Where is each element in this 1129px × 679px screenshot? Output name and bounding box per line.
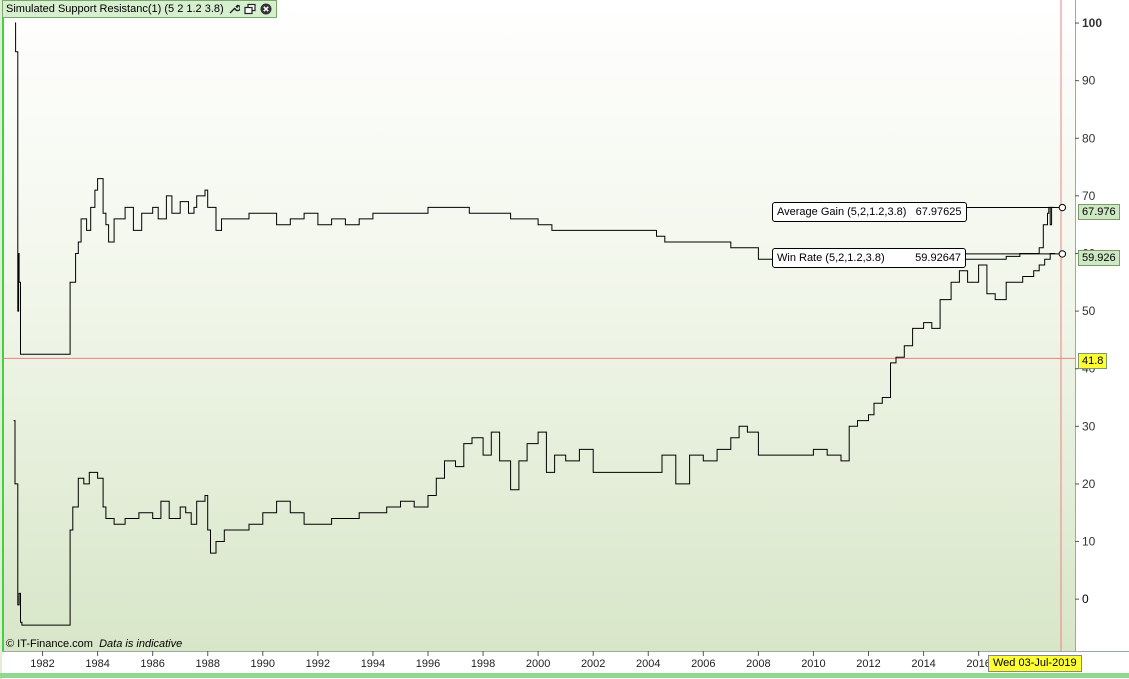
x-tick-label: 1986 xyxy=(140,658,164,670)
y-tick-label: 10 xyxy=(1082,535,1096,549)
close-icon[interactable] xyxy=(260,3,272,15)
status-strip xyxy=(0,673,1129,678)
crosshair xyxy=(4,0,1075,651)
y-tick-label: 20 xyxy=(1082,477,1096,491)
x-tick-label: 2006 xyxy=(691,658,715,670)
y-axis-panel xyxy=(1075,0,1129,651)
win-rate-series xyxy=(13,253,1055,626)
average-gain-label: Average Gain (5,2,1.2,3.8) xyxy=(777,206,907,218)
x-tick-label: 1996 xyxy=(416,658,440,670)
average-gain-end-marker xyxy=(1058,203,1067,212)
win-rate-label: Win Rate (5,2,1.2,3.8) xyxy=(777,252,885,264)
x-tick-label: 1998 xyxy=(471,658,495,670)
x-tick-label: 2000 xyxy=(526,658,550,670)
window-title-bar[interactable]: Simulated Support Resistanc(1) (5 2 1.2 … xyxy=(2,0,277,18)
x-tick-label: 2002 xyxy=(581,658,605,670)
y-tick-label: 70 xyxy=(1082,189,1096,203)
credit-source: © IT-Finance.com xyxy=(6,638,93,650)
series-layer xyxy=(13,22,1055,626)
x-tick-label: 2012 xyxy=(856,658,880,670)
wrench-icon[interactable] xyxy=(228,3,240,15)
credit-text: © IT-Finance.com Data is indicative xyxy=(6,638,182,650)
win-rate-badge: 59.926 xyxy=(1078,250,1120,266)
plot-area[interactable] xyxy=(2,0,1077,651)
win-rate-callout: Win Rate (5,2,1.2,3.8) 59.92647 xyxy=(772,248,967,268)
average-gain-value: 67.97625 xyxy=(915,206,962,218)
x-tick-label: 1992 xyxy=(306,658,330,670)
average-gain-series xyxy=(15,22,1055,355)
y-tick-label: 80 xyxy=(1082,131,1096,145)
average-gain-callout: Average Gain (5,2,1.2,3.8) 67.97625 xyxy=(772,202,967,222)
y-axis-ticks: 1009080706050403020100 xyxy=(1075,16,1102,606)
y-tick-label: 90 xyxy=(1082,74,1096,88)
x-tick-label: 1988 xyxy=(195,658,219,670)
y-tick-label: 100 xyxy=(1082,16,1102,30)
average-gain-badge: 67.976 xyxy=(1078,204,1120,220)
x-tick-label: 2016 xyxy=(966,658,990,670)
restore-window-icon[interactable] xyxy=(244,3,256,15)
credit-note: Data is indicative xyxy=(99,638,183,650)
win-rate-value: 59.92647 xyxy=(915,252,962,264)
y-tick-label: 30 xyxy=(1082,419,1096,433)
x-tick-label: 2010 xyxy=(801,658,825,670)
y-tick-label: 0 xyxy=(1082,592,1089,606)
window-title: Simulated Support Resistanc(1) (5 2 1.2 … xyxy=(6,3,224,15)
win-rate-end-marker xyxy=(1058,250,1067,258)
y-tick-label: 50 xyxy=(1082,304,1096,318)
x-axis-ticks: 1982 1984 1986 1988 1990 1992 1994 1996 1998 2000… xyxy=(30,651,991,670)
x-tick-label: 2014 xyxy=(911,658,935,670)
x-tick-label: 1982 xyxy=(30,658,54,670)
x-tick-label: 2004 xyxy=(636,658,660,670)
price-level-badge: 41.8 xyxy=(1078,353,1108,369)
cursor-date-badge: Wed 03-Jul-2019 xyxy=(988,655,1082,672)
x-tick-label: 1990 xyxy=(251,658,275,670)
x-tick-label: 1994 xyxy=(361,658,385,670)
x-tick-label: 2008 xyxy=(746,658,770,670)
x-tick-label: 1984 xyxy=(85,658,109,670)
callout-connectors xyxy=(962,203,1067,258)
